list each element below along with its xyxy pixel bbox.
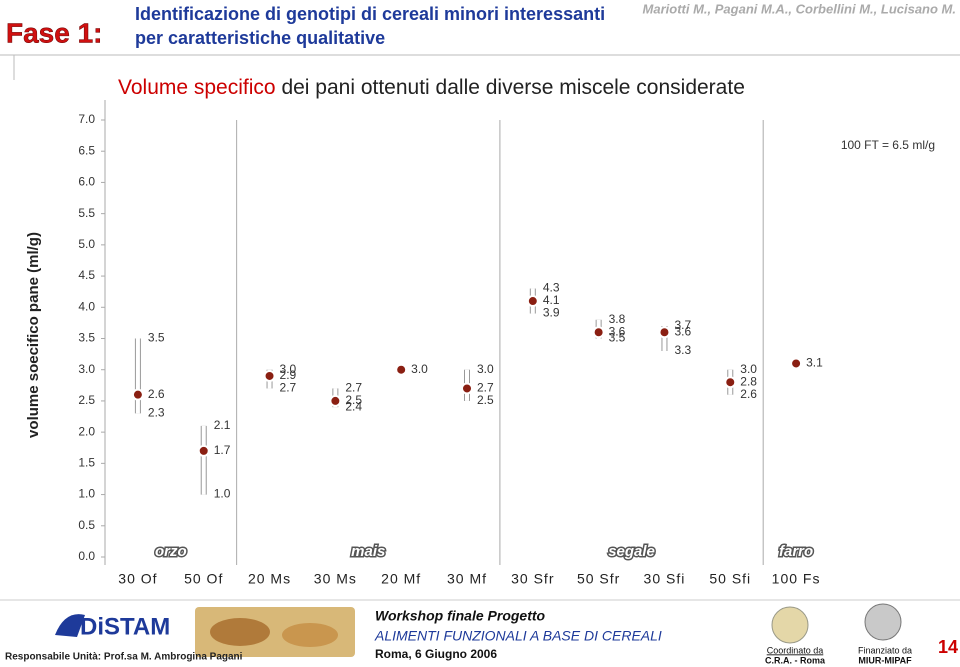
x-tick-label: 50 Sfi (709, 571, 751, 587)
group-label: orzo (155, 543, 187, 560)
group-label: segale (608, 543, 655, 560)
max-label: 4.3 (543, 281, 560, 295)
max-label: 3.5 (148, 331, 165, 345)
coord: C.R.A. - Roma (765, 655, 826, 665)
max-label: 3.7 (674, 318, 691, 332)
min-label: 2.5 (477, 393, 494, 407)
max-label: 2.1 (214, 418, 231, 432)
fund: MIUR-MIPAF (858, 655, 912, 665)
cra-logo (771, 606, 809, 644)
group-label: mais (351, 543, 385, 560)
y-tick-label: 2.5 (78, 393, 95, 407)
mean-label: 2.7 (477, 381, 494, 395)
title-highlight: Volume specifico (118, 76, 276, 99)
authors: Mariotti M., Pagani M.A., Corbellini M.,… (643, 1, 956, 16)
max-label: 2.7 (345, 381, 362, 395)
mean-marker (790, 357, 803, 370)
mean-label: 2.5 (345, 393, 362, 407)
min-label: 3.9 (543, 306, 560, 320)
logo: DiSTAM (80, 613, 170, 640)
mean-label: 2.9 (280, 368, 297, 382)
min-label: 3.5 (609, 331, 626, 345)
responsible: Responsabile Unità: Prof.sa M. Ambrogina… (5, 652, 243, 663)
coord-label: Coordinato da (767, 645, 824, 655)
min-label: 2.4 (345, 399, 362, 413)
y-tick-label: 4.5 (78, 268, 95, 282)
x-tick-label: 20 Ms (248, 571, 291, 587)
max-label: 3.0 (740, 362, 757, 376)
mean-label: 2.6 (148, 387, 165, 401)
mean-label: 4.1 (543, 293, 560, 307)
mean-marker (461, 382, 473, 395)
y-tick-label: 7.0 (78, 112, 95, 126)
mean-label: 3.1 (806, 356, 823, 370)
fund-label: Finanziato da (858, 645, 912, 655)
mean-label: 3.6 (674, 324, 691, 338)
y-tick-label: 0.0 (78, 549, 95, 563)
mean-marker (724, 376, 737, 389)
x-tick-label: 100 Fs (772, 571, 821, 587)
x-tick-label: 30 Sfr (511, 571, 554, 587)
title-rest: dei pani ottenuti dalle diverse miscele … (281, 76, 744, 99)
y-tick-label: 2.0 (78, 424, 95, 438)
mean-marker (526, 295, 539, 308)
y-tick-label: 3.5 (78, 331, 95, 345)
x-tick-label: 20 Mf (381, 571, 421, 587)
x-tick-label: 30 Of (118, 571, 157, 587)
min-label: 1.0 (214, 487, 231, 501)
phase: Fase 1: (6, 17, 103, 48)
mean-marker (263, 369, 276, 382)
republic-emblem (864, 603, 902, 641)
y-axis-label: volume soecifico pane (ml/g) (25, 232, 42, 438)
mean-marker (395, 363, 408, 376)
mean-label: 3.0 (411, 362, 428, 376)
date: Roma, 6 Giugno 2006 (375, 647, 497, 661)
group-label: farro (779, 543, 813, 560)
annotation: 100 FT = 6.5 ml/g (841, 138, 935, 152)
page-number: 14 (938, 637, 958, 657)
x-tick-label: 50 Of (184, 571, 223, 587)
mean-marker (197, 444, 210, 457)
min-label: 2.3 (148, 406, 165, 420)
mean-label: 2.8 (740, 374, 757, 388)
mean-label: 3.6 (609, 324, 626, 338)
mean-marker (329, 394, 342, 407)
mean-marker (592, 326, 605, 339)
bread-image (282, 623, 338, 647)
y-tick-label: 6.0 (78, 175, 95, 189)
y-tick-label: 3.0 (78, 362, 95, 376)
max-label: 3.8 (609, 312, 626, 326)
header-title: Identificazione di genotipi di cereali m… (135, 4, 605, 24)
workshop: Workshop finale Progetto (375, 608, 546, 624)
y-tick-label: 0.5 (78, 518, 95, 532)
mean-label: 1.7 (214, 443, 231, 457)
mean-marker (658, 326, 671, 339)
x-tick-label: 50 Sfr (577, 571, 620, 587)
y-tick-label: 5.5 (78, 206, 95, 220)
y-tick-label: 4.0 (78, 299, 95, 313)
x-tick-label: 30 Sfi (644, 571, 686, 587)
min-label: 3.3 (674, 343, 691, 357)
header-title: per caratteristiche qualitative (135, 28, 385, 48)
min-label: 2.6 (740, 387, 757, 401)
min-label: 2.7 (280, 381, 297, 395)
max-label: 3.0 (477, 362, 494, 376)
y-tick-label: 6.5 (78, 143, 95, 157)
project: ALIMENTI FUNZIONALI A BASE DI CEREALI (374, 628, 662, 644)
plot: 0.0 0.5 1.0 1.5 2.0 2.5 3.0 3.5 4.0 4.5 5.0 5.5 6.0 6… (78, 100, 823, 587)
y-tick-label: 1.0 (78, 487, 95, 501)
x-tick-label: 30 Mf (447, 571, 487, 587)
logo-icon (55, 614, 85, 637)
mean-marker (131, 388, 144, 401)
y-tick-label: 1.5 (78, 456, 95, 470)
chart-title: Volume specifico dei pani ottenuti dalle… (118, 76, 745, 99)
x-tick-label: 30 Ms (314, 571, 357, 587)
max-label: 3.0 (280, 362, 297, 376)
y-tick-label: 5.0 (78, 237, 95, 251)
bread-image (210, 618, 270, 646)
